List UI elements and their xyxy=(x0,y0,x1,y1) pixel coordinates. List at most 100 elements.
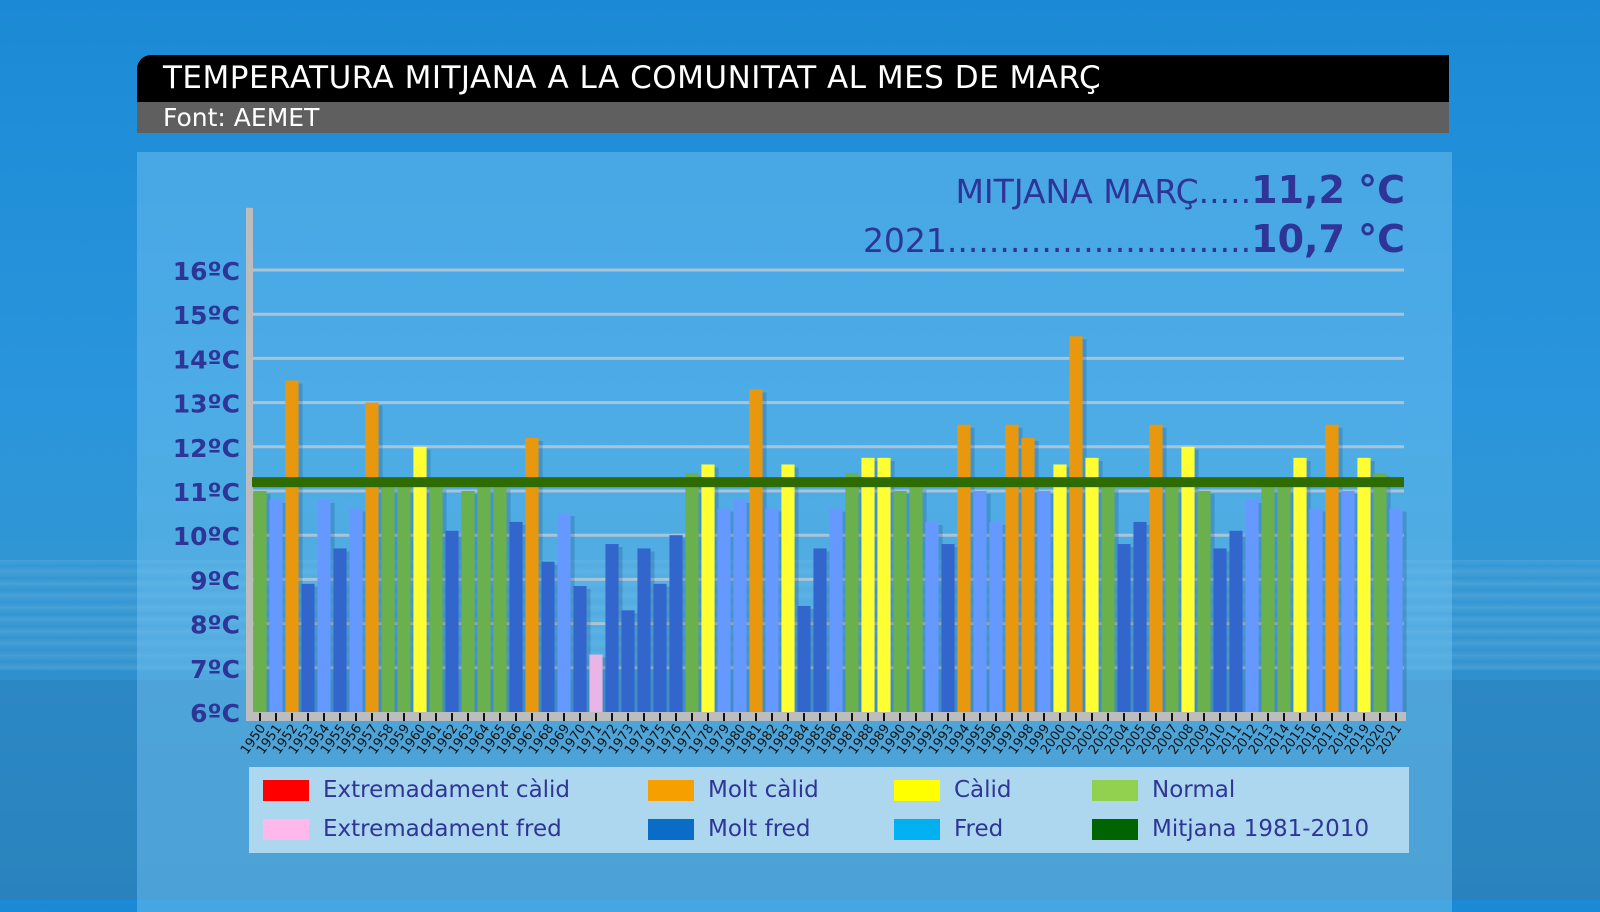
bar-1999 xyxy=(1037,491,1051,712)
bar-1972 xyxy=(605,544,619,712)
bar-2013 xyxy=(1261,486,1275,712)
bar-1961 xyxy=(429,486,443,712)
bar-1979 xyxy=(717,508,731,712)
bar-2016 xyxy=(1309,508,1323,712)
legend-item-molt-fred: Molt fred xyxy=(648,816,810,842)
y-tick-label: 15ºC xyxy=(173,301,240,330)
bar-1989 xyxy=(877,457,891,712)
bar-1971 xyxy=(589,654,603,712)
y-axis xyxy=(246,207,253,721)
legend-item-fred: Fred xyxy=(894,816,1003,842)
y-tick-label: 6ºC xyxy=(190,699,240,728)
legend-label-mitjana: Mitjana 1981-2010 xyxy=(1152,816,1370,842)
bar-1966 xyxy=(509,521,523,712)
bar-1995 xyxy=(973,491,987,712)
bar-1983 xyxy=(781,464,795,712)
bar-1965 xyxy=(493,486,507,712)
legend-label-normal: Normal xyxy=(1152,777,1236,803)
bar-1978 xyxy=(701,464,715,712)
bar-1981 xyxy=(749,389,763,712)
bar-1958 xyxy=(381,486,395,712)
bar-1984 xyxy=(797,605,811,712)
y-tick-label: 7ºC xyxy=(190,655,240,684)
bar-1967 xyxy=(525,437,539,712)
summary-2021-label: 2021............................. xyxy=(862,221,1252,260)
y-tick-label: 13ºC xyxy=(173,390,240,419)
bar-1996 xyxy=(989,521,1003,712)
bar-2021 xyxy=(1389,508,1403,712)
chart-title: TEMPERATURA MITJANA A LA COMUNITAT AL ME… xyxy=(163,60,1102,96)
bar-2010 xyxy=(1213,548,1227,712)
bar-1953 xyxy=(301,583,315,712)
bar-1969 xyxy=(557,513,571,712)
bar-1963 xyxy=(461,491,475,712)
legend-swatch-mitjana xyxy=(1092,818,1138,840)
bar-2018 xyxy=(1341,491,1355,712)
bar-1959 xyxy=(397,486,411,712)
title-bar xyxy=(137,55,1449,102)
legend-swatch-normal xyxy=(1092,779,1138,801)
bar-2017 xyxy=(1325,424,1339,712)
bar-1977 xyxy=(685,473,699,712)
legend-label-molt-fred: Molt fred xyxy=(708,816,811,842)
bar-1974 xyxy=(637,548,651,712)
y-tick-label: 14ºC xyxy=(173,345,240,374)
legend-label-extrem-fred: Extremadament fred xyxy=(323,816,562,842)
bar-1960 xyxy=(413,446,427,712)
y-tick-label: 9ºC xyxy=(190,566,240,595)
bar-1973 xyxy=(621,610,635,712)
bar-1991 xyxy=(909,486,923,712)
bar-1985 xyxy=(813,548,827,712)
bar-2000 xyxy=(1053,464,1067,712)
legend-swatch-molt-fred xyxy=(648,818,694,840)
bar-2007 xyxy=(1165,486,1179,712)
bar-2002 xyxy=(1085,457,1099,712)
bar-2001 xyxy=(1069,336,1083,712)
bar-2020 xyxy=(1373,473,1387,712)
summary-monthly-mean-value: 11,2 °C xyxy=(1251,168,1405,212)
y-tick-label: 10ºC xyxy=(173,522,240,551)
bar-1962 xyxy=(445,530,459,712)
legend-swatch-calid xyxy=(894,779,940,801)
legend-swatch-extrem-calid xyxy=(263,779,309,801)
bar-1975 xyxy=(653,583,667,712)
x-axis xyxy=(246,712,1406,721)
bar-1980 xyxy=(733,499,747,712)
bar-1955 xyxy=(333,548,347,712)
bar-1964 xyxy=(477,486,491,712)
legend-swatch-extrem-fred xyxy=(263,818,309,840)
legend-item-extrem-calid: Extremadament càlid xyxy=(263,777,570,803)
bar-2015 xyxy=(1293,457,1307,712)
bar-1968 xyxy=(541,561,555,712)
legend: Extremadament càlid Molt càlid Càlid Nor… xyxy=(249,767,1409,853)
bar-1988 xyxy=(861,457,875,712)
bar-1982 xyxy=(765,508,779,712)
bar-1987 xyxy=(845,473,859,712)
y-tick-label: 16ºC xyxy=(173,257,240,286)
y-tick-label: 8ºC xyxy=(190,611,240,640)
summary-2021: 2021.............................10,7 °C xyxy=(863,217,1405,261)
legend-label-extrem-calid: Extremadament càlid xyxy=(323,777,571,803)
bar-1952 xyxy=(285,380,299,712)
y-tick-label: 11ºC xyxy=(173,478,240,507)
legend-item-extrem-fred: Extremadament fred xyxy=(263,816,562,842)
bar-2005 xyxy=(1133,521,1147,712)
bar-2003 xyxy=(1101,486,1115,712)
chart-source: Font: AEMET xyxy=(163,103,320,132)
bar-2014 xyxy=(1277,486,1291,712)
bar-2012 xyxy=(1245,499,1259,712)
bar-1992 xyxy=(925,521,939,712)
source-bar xyxy=(137,102,1449,133)
bar-1998 xyxy=(1021,437,1035,712)
y-tick-label: 12ºC xyxy=(173,434,240,463)
legend-swatch-fred xyxy=(894,818,940,840)
bar-1976 xyxy=(669,535,683,712)
legend-label-fred: Fred xyxy=(954,816,1004,842)
summary-monthly-mean: MITJANA MARÇ.....11,2 °C xyxy=(955,168,1405,212)
legend-swatch-molt-calid xyxy=(648,779,694,801)
bar-1994 xyxy=(957,424,971,712)
bar-1970 xyxy=(573,586,587,712)
bar-2004 xyxy=(1117,544,1131,712)
legend-item-molt-calid: Molt càlid xyxy=(648,777,819,803)
